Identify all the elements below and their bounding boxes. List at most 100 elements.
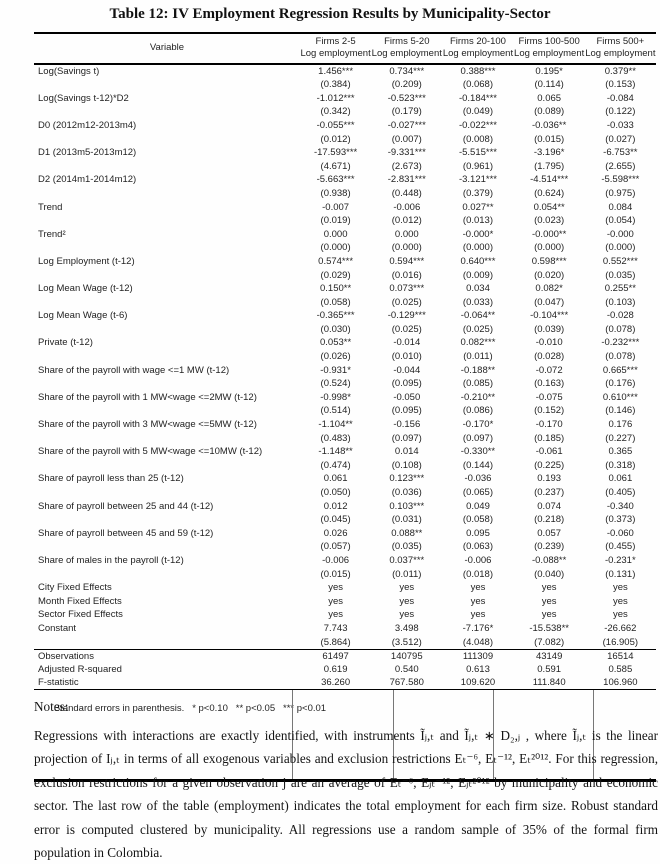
row-label: Log(Savings t) [38,65,100,77]
std-error-value: (0.029) [320,269,351,281]
std-error-value: (0.054) [605,215,636,227]
std-error-value: (0.030) [320,323,351,335]
std-error-value: (0.058) [462,514,494,526]
column-group-label: Firms 100-500 [518,36,580,47]
coefficient-value: 0.037*** [389,554,425,566]
table-summary-section: Observations 61497 140795 111309 43149 16514 A… [34,649,656,689]
table-row: Private (t-12) 0.053** -0.014 0.082*** -0.01… [34,336,656,350]
row-label-empty [34,105,300,119]
coefficient-value: 0.193 [537,473,562,485]
coefficient-value: yes [612,595,628,607]
coefficient-value: -17.593*** [313,147,358,159]
row-label: Trend [38,201,63,213]
row-label: Share of payroll between 45 and 59 (t-12… [38,527,214,539]
coefficient-value: 0.014 [394,446,419,458]
table-row: Log Mean Wage (t-12) 0.150** 0.073*** 0.034… [34,282,656,296]
coefficient-value: -0.000 [606,228,634,240]
std-error-value: (0.095) [391,405,422,417]
row-label: Month Fixed Effects [38,595,122,607]
std-error-value: (0.373) [605,514,636,526]
column-group-label: Firms 500+ [596,36,645,47]
row-label-empty [34,350,300,364]
coefficient-value: 0.123*** [389,473,425,485]
summary-value: 61497 [322,651,349,663]
coefficient-value: 0.734*** [389,65,425,77]
coefficient-value: -0.184*** [458,92,497,104]
std-error-value: (0.239) [534,541,565,553]
table-row: Trend² 0.000 0.000 -0.000* -0.000** -0.000 [34,228,656,242]
std-error-value: (0.185) [534,432,565,444]
row-label: Share of payroll less than 25 (t-12) [38,473,184,485]
std-error-value: (0.179) [391,106,422,118]
std-error-value: (0.152) [534,405,565,417]
coefficient-value: -0.006 [322,554,350,566]
summary-value: 43149 [535,651,563,663]
column-header: Firms 500+ Log employment [585,36,656,60]
table-title: Table 12: IV Employment Regression Resul… [109,6,551,22]
std-error-value: (0.153) [605,79,636,91]
std-error-value: (0.524) [320,378,351,390]
table-row: Log(Savings t-12)*D2 -1.012*** -0.523*** -0… [34,92,656,106]
coefficient-value: -9.331*** [387,147,426,159]
coefficient-value: yes [328,582,343,594]
notes-heading: Notes: [34,699,69,714]
std-error-value: (0.035) [605,269,636,281]
std-error-value: (0.025) [391,296,422,308]
row-label-empty [34,432,300,446]
coefficient-value: 0.073*** [389,283,425,295]
table-row-std-errors: (0.342) (0.179) (0.049) (0.089) (0.122) [34,105,656,119]
coefficient-value: -0.210** [460,391,496,403]
std-error-value: (0.016) [391,269,422,281]
coefficient-value: -7.176* [462,622,494,634]
coefficient-value: 0.034 [466,283,490,295]
std-error-value: (0.027) [605,133,636,145]
std-error-value: (0.938) [320,187,351,199]
std-error-value: (0.010) [391,351,422,363]
std-error-value: (0.483) [320,432,351,444]
table-row-std-errors: (0.050) (0.036) (0.065) (0.237) (0.405) [34,486,656,500]
std-error-value: (0.218) [534,514,565,526]
table-row: Log Mean Wage (t-6) -0.365*** -0.129*** -0.… [34,309,656,323]
table-row: Share of the payroll with 1 MW<wage <=2M… [34,391,656,405]
table-row-std-errors: (0.019) (0.012) (0.013) (0.023) (0.054) [34,214,656,228]
coefficient-value: 3.498 [394,622,419,634]
std-error-value: (0.961) [462,160,494,172]
std-error-value: (0.089) [534,106,565,118]
std-error-value: (0.035) [391,541,422,553]
row-label: Private (t-12) [38,337,93,349]
std-error-value: (0.015) [534,133,565,145]
std-error-value: (0.065) [462,487,494,498]
std-error-value: (0.624) [534,187,565,199]
coefficient-value: -0.061 [535,446,563,458]
table-row: Sector Fixed Effects yes yes yes yes yes [34,608,656,622]
row-label-empty [34,241,300,255]
coefficient-value: yes [399,582,415,594]
row-label: Sector Fixed Effects [38,609,123,621]
coefficient-value: -0.088** [531,554,567,566]
coefficient-value: yes [541,595,557,607]
coefficient-value: -0.060 [606,527,634,539]
summary-value: 0.540 [394,664,419,676]
coefficient-value: yes [328,609,343,621]
column-measure-label: Log employment [371,47,442,59]
table-row: Share of the payroll with wage <=1 MW (t… [34,364,656,378]
row-label: Share of males in the payroll (t-12) [38,554,184,566]
column-measure-label: Log employment [300,47,371,59]
std-error-value: (0.318) [605,459,636,471]
std-error-value: (0.114) [534,79,564,91]
coefficient-value: -5.598*** [601,174,640,186]
std-error-value: (0.007) [391,133,422,145]
std-error-value: (0.448) [391,187,422,199]
table-row: Share of payroll between 45 and 59 (t-12… [34,527,656,541]
column-group-label: Firms 5-20 [384,36,430,47]
coefficient-value: yes [470,582,486,594]
coefficient-value: -0.022*** [458,119,497,131]
footer-cell-separator [393,690,394,779]
std-error-value: (0.012) [320,133,351,145]
std-error-value: (0.020) [534,269,565,281]
coefficient-value: yes [399,595,415,607]
std-error-value: (0.097) [391,432,422,444]
coefficient-value: yes [470,609,486,621]
std-error-value: (0.033) [462,296,494,308]
summary-value: 36.260 [321,677,351,689]
